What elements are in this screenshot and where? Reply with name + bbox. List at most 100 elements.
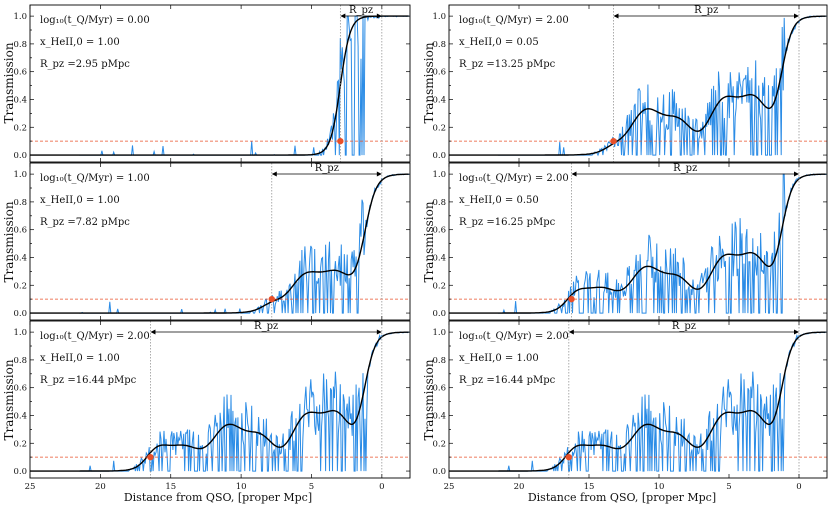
ytick-label: 0.2 bbox=[432, 123, 446, 133]
rpz-label: R_pz bbox=[254, 321, 278, 332]
ytick-label: 0.2 bbox=[13, 439, 27, 449]
panel-left-bottom: R_pz log₁₀(t_Q/Myr) = 2.00 x_HeII,0 = 1.00… bbox=[13, 320, 411, 492]
ytick-label: 0.2 bbox=[13, 281, 27, 291]
plot-area bbox=[449, 5, 827, 162]
annotation-1: x_HeII,0 = 0.05 bbox=[459, 37, 539, 48]
ytick-label: 0.2 bbox=[13, 123, 27, 133]
ytick-label: 0.6 bbox=[13, 226, 27, 236]
rpz-arrow-head-left bbox=[150, 329, 156, 335]
rpz-arrow-head-right bbox=[376, 171, 382, 177]
xtick-label: 5 bbox=[726, 482, 731, 492]
ylabel-left-mid: Transmission bbox=[2, 201, 16, 282]
rpz-arrow-head-left bbox=[271, 171, 277, 177]
ytick-label: 0.6 bbox=[432, 226, 446, 236]
rpz-arrow-head-right bbox=[794, 171, 799, 177]
xtick-label: 15 bbox=[165, 482, 176, 492]
ytick-label: 0.8 bbox=[432, 40, 446, 50]
rpz-arrow-head-left bbox=[613, 13, 619, 19]
annotation-2: R_pz =7.82 pMpc bbox=[40, 217, 130, 228]
xtick-label: 15 bbox=[584, 482, 595, 492]
panel-left-top: R_pz log₁₀(t_Q/Myr) = 0.00 x_HeII,0 = 1.00… bbox=[13, 4, 411, 163]
ylabel-right-top: Transmission bbox=[422, 42, 436, 123]
spectrum-line bbox=[498, 331, 827, 472]
ytick-label: 0.0 bbox=[13, 151, 27, 161]
plot-area bbox=[30, 5, 410, 162]
plot-area bbox=[30, 321, 410, 478]
spectrum-line bbox=[79, 173, 410, 314]
panel-frame bbox=[29, 162, 411, 321]
xtick-label: 20 bbox=[95, 482, 106, 492]
ytick-label: 0.0 bbox=[13, 309, 27, 319]
annotation-1: x_HeII,0 = 0.50 bbox=[459, 195, 539, 206]
xlabel-right: Distance from QSO, [proper Mpc] bbox=[528, 491, 716, 504]
ytick-label: 0.0 bbox=[432, 309, 446, 319]
rpz-marker bbox=[337, 137, 344, 145]
smoothed-transmission-line bbox=[449, 173, 826, 314]
rpz-label: R_pz bbox=[672, 321, 696, 332]
xtick-label: 10 bbox=[654, 482, 665, 492]
ytick-label: 1.0 bbox=[13, 12, 27, 22]
rpz-arrow-head-right bbox=[376, 13, 382, 19]
panel-right-top: R_pz log₁₀(t_Q/Myr) = 2.00 x_HeII,0 = 0.05… bbox=[432, 4, 828, 163]
xtick-label: 20 bbox=[514, 482, 525, 492]
ytick-label: 1.0 bbox=[432, 328, 446, 338]
xtick-label: 25 bbox=[25, 482, 36, 492]
plot-area bbox=[30, 163, 410, 320]
annotation-0: log₁₀(t_Q/Myr) = 2.00 bbox=[459, 173, 569, 184]
rpz-arrow-head-right bbox=[794, 13, 799, 19]
ytick-label: 0.6 bbox=[13, 68, 27, 78]
ytick-label: 0.4 bbox=[13, 95, 27, 105]
xlabel-left: Distance from QSO, [proper Mpc] bbox=[124, 491, 312, 504]
ytick-label: 1.0 bbox=[432, 170, 446, 180]
rpz-label: R_pz bbox=[315, 163, 339, 174]
ytick-label: 0.4 bbox=[432, 411, 446, 421]
annotation-0: log₁₀(t_Q/Myr) = 1.00 bbox=[40, 173, 150, 184]
annotation-1: x_HeII,0 = 1.00 bbox=[40, 195, 120, 206]
ylabel-left-top: Transmission bbox=[2, 42, 16, 123]
rpz-arrow-head-left bbox=[571, 171, 577, 177]
spectrum-line bbox=[79, 331, 410, 472]
spectrum-line bbox=[498, 173, 827, 314]
xtick-label: 0 bbox=[379, 482, 384, 492]
annotation-1: x_HeII,0 = 1.00 bbox=[40, 37, 120, 48]
ytick-label: 0.4 bbox=[432, 253, 446, 263]
annotation-2: R_pz =16.44 pMpc bbox=[40, 375, 137, 386]
ytick-label: 0.0 bbox=[13, 467, 27, 477]
xtick-label: 10 bbox=[236, 482, 247, 492]
spectrum-line bbox=[79, 15, 410, 156]
xtick-label: 5 bbox=[309, 482, 314, 492]
rpz-marker bbox=[147, 453, 154, 461]
ylabel-right-bottom: Transmission bbox=[422, 359, 436, 440]
ytick-label: 0.2 bbox=[432, 281, 446, 291]
ylabel-left-bottom: Transmission bbox=[2, 359, 16, 440]
ytick-label: 0.0 bbox=[432, 467, 446, 477]
ytick-label: 0.6 bbox=[432, 68, 446, 78]
rpz-arrow-head-right bbox=[376, 329, 382, 335]
xtick-label: 0 bbox=[796, 482, 801, 492]
rpz-arrow-head-left bbox=[340, 13, 346, 19]
ytick-label: 0.8 bbox=[432, 356, 446, 366]
rpz-label: R_pz bbox=[673, 163, 697, 174]
panel-frame bbox=[448, 4, 828, 163]
ytick-label: 1.0 bbox=[13, 170, 27, 180]
rpz-marker bbox=[610, 137, 617, 145]
panel-right-mid: R_pz log₁₀(t_Q/Myr) = 2.00 x_HeII,0 = 0.50… bbox=[432, 162, 828, 321]
rpz-label: R_pz bbox=[349, 5, 373, 16]
annotation-0: log₁₀(t_Q/Myr) = 2.00 bbox=[459, 15, 569, 26]
ytick-label: 0.8 bbox=[13, 356, 27, 366]
annotation-0: log₁₀(t_Q/Myr) = 2.00 bbox=[459, 331, 569, 342]
ytick-label: 0.4 bbox=[432, 95, 446, 105]
ytick-label: 1.0 bbox=[432, 12, 446, 22]
plot-area bbox=[449, 321, 827, 478]
ylabel-right-mid: Transmission bbox=[422, 201, 436, 282]
annotation-0: log₁₀(t_Q/Myr) = 0.00 bbox=[40, 15, 150, 26]
ytick-label: 0.4 bbox=[13, 411, 27, 421]
smoothed-transmission-line bbox=[30, 331, 409, 472]
panel-frame bbox=[448, 162, 828, 321]
ytick-label: 0.0 bbox=[432, 151, 446, 161]
ytick-label: 0.8 bbox=[13, 40, 27, 50]
annotation-2: R_pz =16.25 pMpc bbox=[459, 217, 556, 228]
ytick-label: 0.2 bbox=[432, 439, 446, 449]
ytick-label: 0.6 bbox=[432, 384, 446, 394]
smoothed-transmission-line bbox=[30, 173, 409, 314]
